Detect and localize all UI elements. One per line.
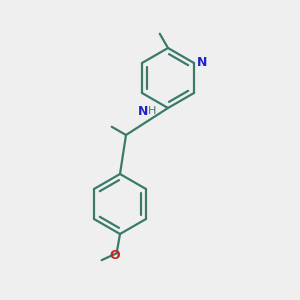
Text: H: H	[148, 106, 156, 116]
Text: O: O	[110, 249, 120, 262]
Text: N: N	[138, 105, 149, 118]
Text: N: N	[196, 56, 207, 69]
